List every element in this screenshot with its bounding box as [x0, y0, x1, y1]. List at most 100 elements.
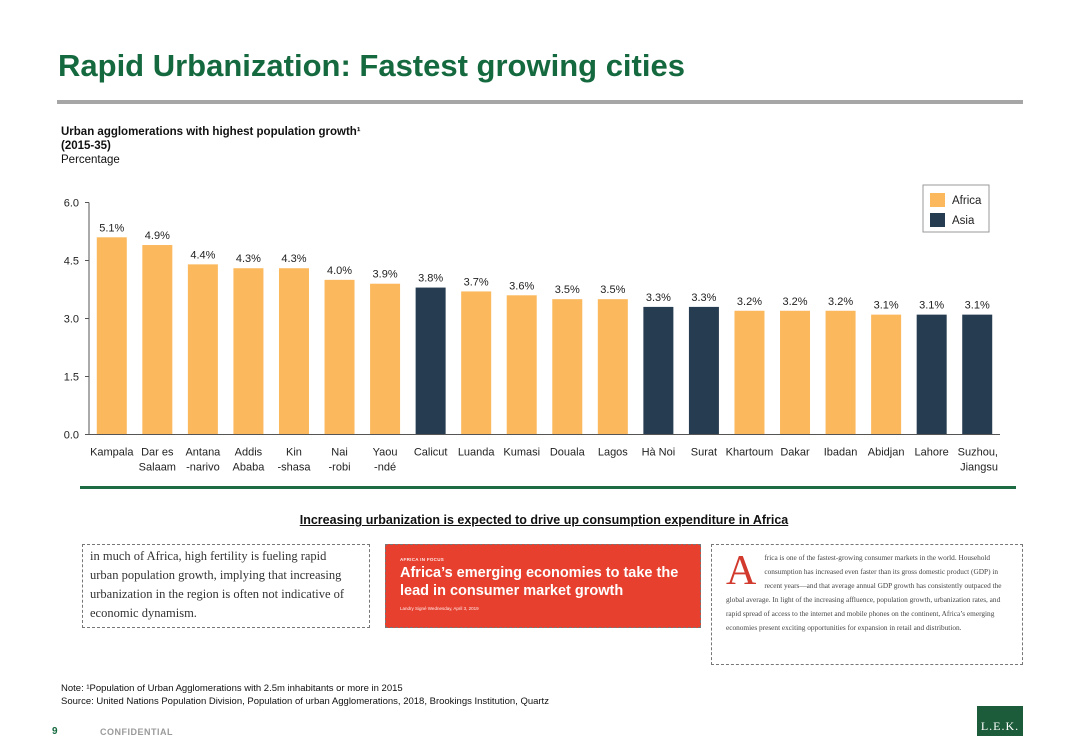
quote-text: in much of Africa, high fertility is fue…	[90, 549, 345, 620]
lek-logo: L.E.K.	[977, 706, 1023, 736]
data-label: 5.1%	[99, 222, 124, 234]
data-label: 3.9%	[373, 269, 398, 281]
x-tick-label: Lagos	[598, 447, 628, 459]
bar-4	[233, 268, 264, 435]
legend-label-africa: Africa	[952, 195, 982, 207]
bar-2	[142, 245, 173, 435]
legend-label-asia: Asia	[952, 215, 975, 227]
x-tick-label: Douala	[550, 447, 586, 459]
data-label: 3.2%	[828, 296, 853, 308]
bar-11	[552, 299, 583, 435]
x-tick-label: Salaam	[139, 462, 176, 474]
data-label: 3.2%	[782, 296, 807, 308]
x-tick-label: -ndé	[374, 462, 396, 474]
bar-5	[278, 268, 309, 435]
x-tick-label: -shasa	[277, 462, 311, 474]
article-headline: Africa’s emerging economies to take the …	[400, 565, 679, 599]
data-label: 4.3%	[281, 253, 306, 265]
x-tick-label: Kampala	[90, 447, 134, 459]
x-tick-label: Abidjan	[868, 447, 905, 459]
bar-13	[643, 306, 674, 435]
bar-7	[370, 283, 401, 435]
source-text: Source: United Nations Population Divisi…	[61, 696, 549, 707]
data-label: 4.0%	[327, 265, 352, 277]
article-kicker: AFRICA IN FOCUS	[400, 557, 445, 562]
x-tick-label: Lahore	[915, 447, 949, 459]
x-tick-label: Jiangsu	[960, 462, 998, 474]
section-subheading: Increasing urbanization is expected to d…	[299, 513, 789, 527]
x-tick-label: Ababa	[233, 462, 266, 474]
y-tick-label: 3.0	[64, 314, 79, 326]
x-tick-label: Suzhou,	[958, 447, 998, 459]
data-label: 3.3%	[646, 292, 671, 304]
footnote: Note: ¹Population of Urban Agglomeration…	[61, 682, 549, 708]
y-tick-label: 6.0	[64, 198, 79, 210]
x-tick-label: Khartoum	[726, 447, 774, 459]
data-label: 3.2%	[737, 296, 762, 308]
y-tick-label: 0.0	[64, 430, 79, 442]
bar-9	[461, 291, 492, 435]
data-label: 3.3%	[691, 292, 716, 304]
chart-header: Urban agglomerations with highest popula…	[61, 125, 361, 167]
x-tick-label: Ibadan	[824, 447, 858, 459]
x-tick-label: Dar es	[141, 447, 174, 459]
legend-swatch-africa	[930, 193, 945, 207]
data-label: 4.4%	[190, 249, 215, 261]
chart-title: Urban agglomerations with highest popula…	[61, 126, 361, 138]
confidential-label: CONFIDENTIAL	[100, 727, 173, 737]
bar-14	[688, 306, 719, 435]
drop-cap: A	[726, 548, 757, 594]
quote-box: in much of Africa, high fertility is fue…	[82, 544, 370, 628]
bar-20	[962, 314, 993, 435]
x-tick-label: Dakar	[780, 447, 810, 459]
bar-3	[187, 264, 218, 435]
x-tick-label: Antana	[185, 447, 221, 459]
bar-16	[780, 310, 811, 435]
bar-6	[324, 279, 355, 435]
data-label: 3.6%	[509, 280, 534, 292]
chart-unit: Percentage	[61, 154, 120, 166]
article-byline: Landry Signé Wednesday, April 3, 2019	[400, 606, 479, 611]
x-tick-label: Surat	[691, 447, 717, 459]
slide-title: Rapid Urbanization: Fastest growing citi…	[58, 48, 685, 83]
bar-15	[734, 310, 765, 435]
data-label: 3.8%	[418, 273, 443, 285]
data-label: 3.1%	[919, 300, 944, 312]
data-label: 4.3%	[236, 253, 261, 265]
bar-18	[871, 314, 902, 435]
note-text: Note: ¹Population of Urban Agglomeration…	[61, 683, 403, 694]
x-tick-label: Nai	[331, 447, 348, 459]
data-label: 4.9%	[145, 230, 170, 242]
bar-17	[825, 310, 856, 435]
title-divider	[57, 100, 1023, 104]
x-tick-label: Calicut	[414, 447, 448, 459]
data-label: 3.5%	[555, 284, 580, 296]
x-tick-label: Kin	[286, 447, 302, 459]
article-banner: AFRICA IN FOCUS Africa’s emerging econom…	[385, 544, 701, 628]
excerpt-text: frica is one of the fastest-growing cons…	[726, 553, 1002, 632]
bar-12	[597, 299, 628, 435]
section-divider	[80, 486, 1016, 489]
y-tick-label: 1.5	[64, 372, 79, 384]
data-label: 3.1%	[965, 300, 990, 312]
y-tick-label: 4.5	[64, 256, 79, 268]
page-number: 9	[52, 726, 58, 737]
x-tick-label: Kumasi	[503, 447, 540, 459]
article-excerpt: A frica is one of the fastest-growing co…	[711, 544, 1023, 665]
x-tick-label: -robi	[329, 462, 351, 474]
bar-10	[506, 295, 537, 435]
bar-19	[916, 314, 947, 435]
x-tick-label: Luanda	[458, 447, 496, 459]
data-label: 3.1%	[874, 300, 899, 312]
x-tick-label: Yaou	[373, 447, 398, 459]
chart-period: (2015-35)	[61, 140, 111, 152]
bar-1	[96, 237, 127, 435]
data-label: 3.7%	[464, 276, 489, 288]
x-tick-label: -narivo	[186, 462, 220, 474]
x-tick-label: Hà Noi	[642, 447, 676, 459]
data-label: 3.5%	[600, 284, 625, 296]
x-tick-label: Addis	[235, 447, 263, 459]
bar-8	[415, 287, 446, 435]
legend-swatch-asia	[930, 213, 945, 227]
